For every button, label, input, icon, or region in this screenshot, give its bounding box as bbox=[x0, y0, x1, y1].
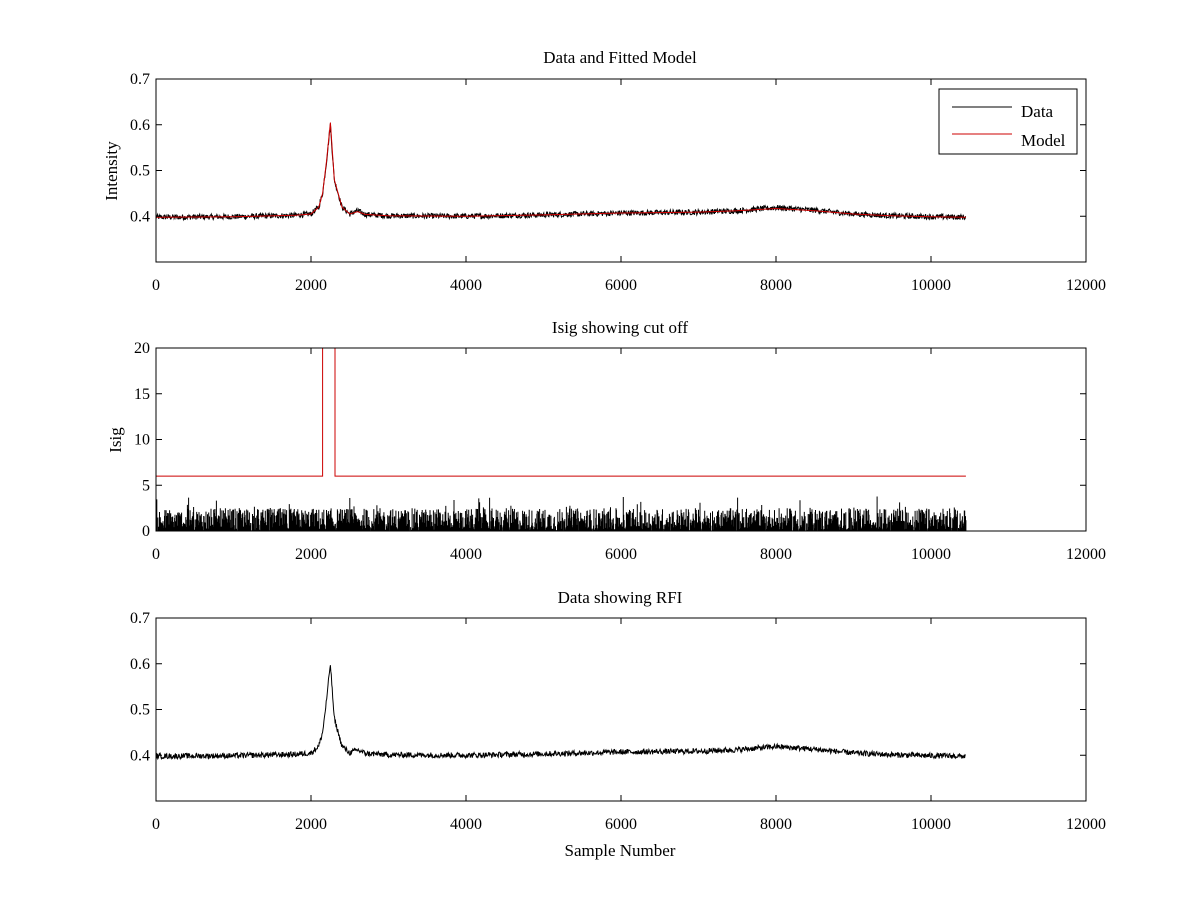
x-tick-label: 0 bbox=[152, 816, 160, 833]
x-tick-label: 2000 bbox=[295, 816, 327, 833]
x-tick-label: 4000 bbox=[450, 816, 482, 833]
legend-label-data: Data bbox=[1021, 102, 1054, 121]
x-tick-label: 4000 bbox=[450, 546, 482, 563]
plot-lines bbox=[155, 347, 967, 531]
x-axis-label: Sample Number bbox=[565, 841, 676, 860]
y-tick-label: 15 bbox=[134, 386, 150, 403]
series-line-data bbox=[155, 123, 967, 222]
legend: Data Model bbox=[938, 88, 1078, 155]
axes-frame bbox=[155, 78, 1087, 263]
x-tick-label: 6000 bbox=[605, 277, 637, 294]
x-tick-label: 2000 bbox=[295, 277, 327, 294]
x-tick-label: 8000 bbox=[760, 816, 792, 833]
x-tick-label: 12000 bbox=[1066, 816, 1106, 833]
y-tick-label: 5 bbox=[142, 477, 150, 494]
y-tick-label: 0.7 bbox=[130, 71, 150, 88]
subplot-data-showing-rfi: Data showing RFI Sample Number 0 2000 4000… bbox=[130, 588, 1106, 860]
x-tick-label: 12000 bbox=[1066, 277, 1106, 294]
subplot-title: Data showing RFI bbox=[558, 588, 683, 607]
series-line-model bbox=[155, 122, 966, 218]
x-tick-label: 0 bbox=[152, 277, 160, 294]
subplot-title: Isig showing cut off bbox=[552, 318, 688, 337]
subplot-isig-cut-off: Isig showing cut off Isig 0 2000 4000 6000 8… bbox=[106, 318, 1106, 563]
y-tick-label: 0.4 bbox=[130, 747, 150, 764]
x-tick-label: 4000 bbox=[450, 277, 482, 294]
subplot-title: Data and Fitted Model bbox=[543, 48, 697, 67]
x-tick-label: 0 bbox=[152, 546, 160, 563]
y-tick-label: 0.7 bbox=[130, 610, 150, 627]
y-tick-label: 0.5 bbox=[130, 702, 150, 719]
subplot-data-and-fitted-model: Data and Fitted Model Intensity 0 2000 400… bbox=[102, 48, 1106, 294]
legend-label-model: Model bbox=[1021, 131, 1066, 150]
x-tick-label: 10000 bbox=[911, 816, 951, 833]
x-tick-label: 8000 bbox=[760, 277, 792, 294]
y-tick-label: 20 bbox=[134, 340, 150, 357]
y-tick-label: 0.6 bbox=[130, 656, 150, 673]
series-line-series-1 bbox=[155, 496, 967, 531]
x-tick-label: 10000 bbox=[911, 546, 951, 563]
legend-box bbox=[938, 88, 1078, 155]
x-tick-label: 10000 bbox=[911, 277, 951, 294]
x-tick-label: 6000 bbox=[605, 816, 637, 833]
axis-ticks: 0 2000 4000 6000 8000 10000 12000 0 5 10 15 20 bbox=[134, 340, 1106, 563]
y-tick-label: 0.6 bbox=[130, 117, 150, 134]
y-axis-label: Intensity bbox=[102, 141, 121, 201]
y-tick-label: 0.4 bbox=[130, 208, 150, 225]
x-tick-label: 2000 bbox=[295, 546, 327, 563]
y-tick-label: 0 bbox=[142, 523, 150, 540]
y-tick-label: 10 bbox=[134, 432, 150, 449]
x-tick-label: 6000 bbox=[605, 546, 637, 563]
axes-frame bbox=[155, 347, 1087, 532]
series-line-series-0 bbox=[155, 665, 966, 761]
axis-ticks: 0 2000 4000 6000 8000 10000 12000 0.4 0.5 0.6 0.7 bbox=[130, 71, 1106, 294]
y-axis-label: Isig bbox=[106, 427, 125, 453]
axis-ticks: 0 2000 4000 6000 8000 10000 12000 0.4 0.5 0.6 0.7 bbox=[130, 610, 1106, 833]
plot-lines bbox=[155, 122, 967, 222]
y-tick-label: 0.5 bbox=[130, 163, 150, 180]
x-tick-label: 12000 bbox=[1066, 546, 1106, 563]
series-line-series-0 bbox=[156, 347, 966, 477]
plot-lines bbox=[155, 665, 966, 761]
x-tick-label: 8000 bbox=[760, 546, 792, 563]
axes-frame bbox=[155, 617, 1087, 802]
